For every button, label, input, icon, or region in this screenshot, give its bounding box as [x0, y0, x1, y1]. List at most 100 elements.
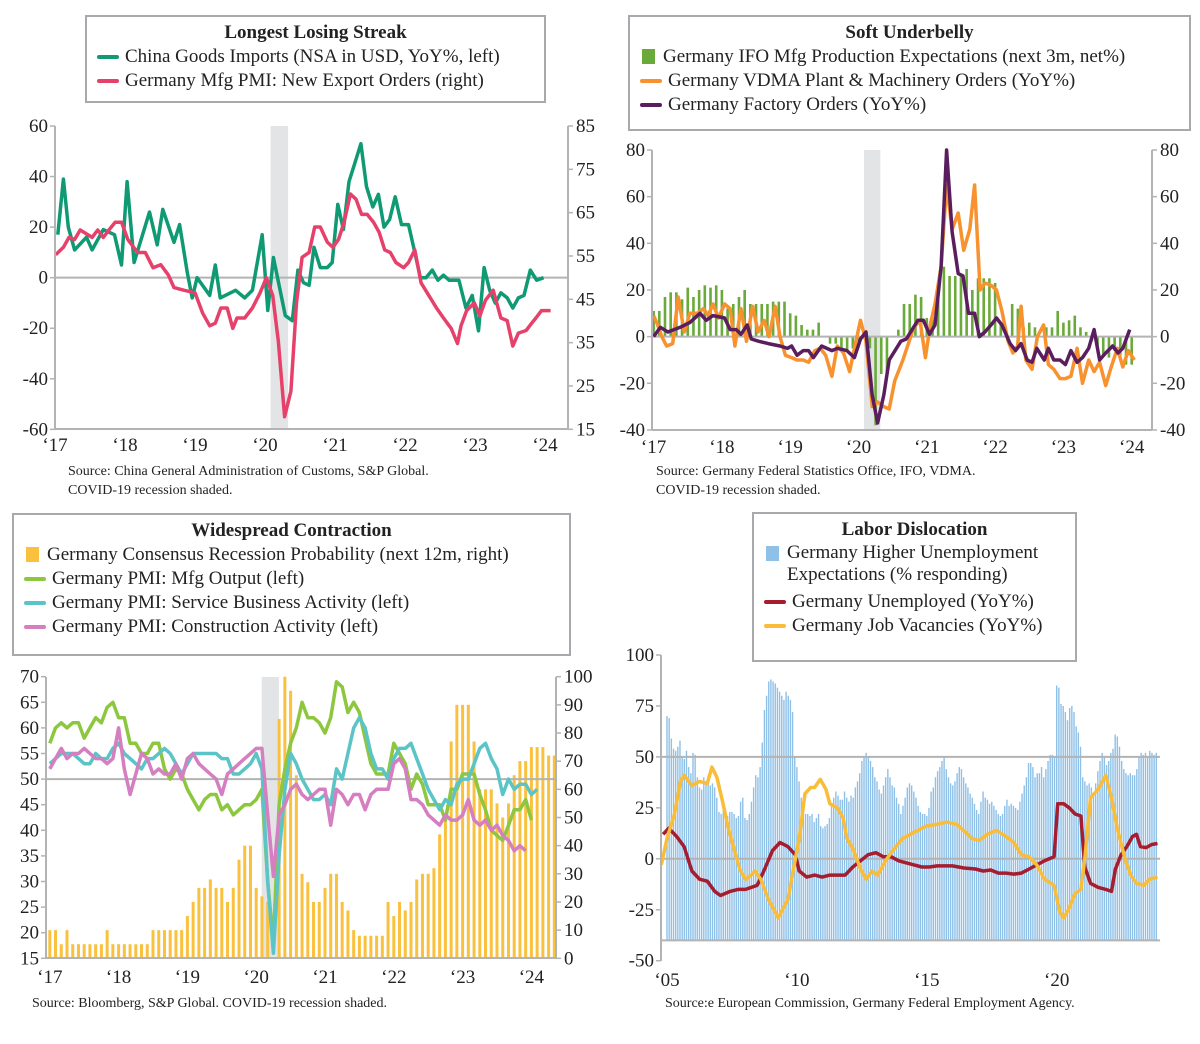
bar [1071, 705, 1073, 941]
bar [1138, 756, 1140, 941]
bar [403, 910, 407, 959]
bar [1073, 712, 1075, 941]
bar [750, 801, 753, 941]
bar [729, 811, 731, 941]
bar [833, 797, 835, 941]
bar [839, 799, 841, 941]
bar [851, 336, 855, 349]
bar [99, 944, 103, 959]
bar [512, 775, 516, 959]
series-line [48, 680, 534, 945]
bar [317, 901, 321, 959]
y-tick-label-left: -25 [629, 900, 654, 921]
bar [1088, 783, 1090, 941]
bar [426, 873, 430, 959]
bar [1058, 687, 1060, 941]
bar [783, 699, 785, 941]
bar [266, 901, 270, 959]
bar [214, 887, 218, 959]
y-tick-label-right: -20 [1160, 373, 1185, 394]
bar [692, 752, 694, 941]
bar [960, 769, 963, 941]
bar [718, 811, 720, 941]
x-tick-label: ‘20 [1044, 970, 1069, 991]
bar [820, 826, 822, 941]
bar [863, 756, 865, 941]
bar [323, 887, 327, 959]
y-tick-label-left: 65 [20, 692, 39, 713]
bar [995, 809, 997, 941]
y-tick-label-right: 20 [1160, 280, 1179, 301]
y-tick-label-left: 25 [20, 897, 39, 918]
bar [363, 935, 367, 959]
bar [65, 930, 69, 959]
bar [1097, 771, 1099, 941]
bar [663, 296, 667, 337]
bar [54, 930, 58, 959]
bar [824, 826, 826, 941]
bar [993, 282, 997, 337]
bar [700, 789, 703, 941]
bar [840, 336, 843, 349]
source-note: Source: China General Administration of … [68, 462, 429, 500]
bar [105, 930, 109, 959]
bar [672, 748, 675, 941]
bar [876, 781, 878, 941]
bar [552, 755, 556, 959]
legend-soft-underbelly: Soft Underbelly Germany IFO Mfg Producti… [628, 15, 1191, 131]
bar [902, 303, 906, 337]
bar [398, 901, 402, 959]
bar [976, 278, 980, 337]
bar-swatch-icon [766, 546, 779, 561]
bar [945, 769, 947, 941]
bar [518, 761, 522, 959]
x-tick-label: ‘21 [312, 967, 337, 988]
bar [535, 747, 539, 959]
bar [1073, 315, 1077, 337]
bar [885, 336, 889, 374]
bar [346, 910, 350, 959]
y-tick-label-left: 20 [20, 923, 39, 944]
bar [845, 797, 848, 941]
source-line: Source: Bloomberg, S&P Global. COVID-19 … [32, 996, 388, 1011]
bar [724, 813, 727, 941]
bar [1045, 327, 1048, 337]
bar [392, 916, 396, 959]
y-tick-label-left: -20 [620, 373, 645, 394]
bar [1016, 308, 1020, 337]
bar [443, 817, 447, 959]
y-tick-label-right: 60 [564, 779, 583, 800]
y-tick-label-left: 40 [29, 167, 48, 188]
bar [237, 859, 241, 959]
x-tick-label: ‘23 [462, 435, 487, 456]
legend-label: Germany IFO Mfg Production Expectations … [663, 46, 1126, 67]
bar [1027, 763, 1030, 941]
bar [386, 901, 390, 959]
bar [506, 803, 510, 959]
y-tick-label-right: 100 [564, 667, 593, 688]
bar [752, 787, 755, 941]
bar [312, 901, 316, 959]
y-tick-label-right: 75 [576, 159, 595, 180]
legend-label: China Goods Imports (NSA in USD, YoY%, l… [125, 46, 500, 67]
bar [1112, 748, 1114, 941]
bar [959, 273, 963, 337]
bar [76, 944, 80, 959]
bar [1124, 336, 1128, 365]
line-swatch-icon [640, 103, 662, 107]
bar [59, 944, 63, 959]
y-tick-label-left: 45 [20, 795, 39, 816]
bar [936, 771, 939, 941]
bar [958, 767, 960, 941]
y-tick-label-left: 80 [626, 140, 645, 161]
bar [1067, 320, 1071, 337]
bar [1021, 793, 1023, 941]
y-tick-label-right: 80 [564, 723, 583, 744]
legend-item: Germany Higher Unemployment Expectations… [764, 542, 1065, 586]
bar [834, 336, 838, 344]
bar [191, 901, 195, 959]
bar [874, 336, 877, 426]
bar [495, 803, 499, 959]
source-note: Source: Bloomberg, S&P Global. COVID-19 … [32, 994, 387, 1013]
bar [1084, 331, 1088, 337]
